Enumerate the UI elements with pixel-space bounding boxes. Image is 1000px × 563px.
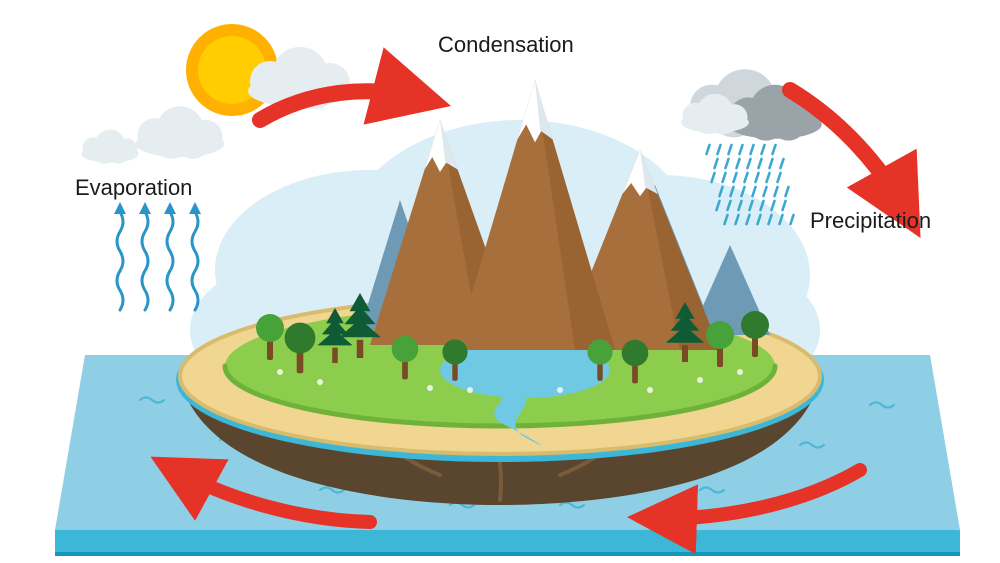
label-precipitation: Precipitation [810,208,931,234]
label-condensation: Condensation [438,32,574,58]
label-evaporation: Evaporation [75,175,192,201]
water-cycle-diagram: Evaporation Condensation Precipitation [0,0,1000,563]
arrow-cond-to-prec [790,90,905,210]
evaporation-arrows [114,202,201,310]
